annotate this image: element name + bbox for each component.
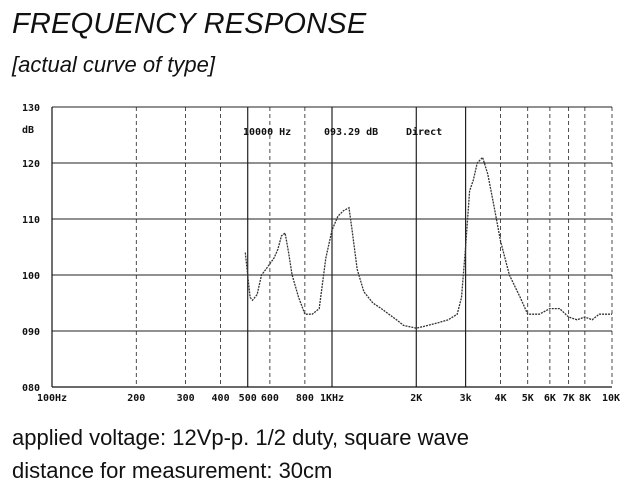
x-tick-label: 4K [495,393,507,404]
readout-frequency: 10000 Hz [243,127,291,138]
voltage-note: applied voltage: 12Vp-p. 1/2 duty, squar… [12,425,470,450]
response-curve [244,156,612,329]
readout-level: 093.29 dB [324,127,378,138]
x-tick-labels: 100Hz 200 300 400 500 600 800 1KHz 2K 3k 4K 5K 6K 7K 8… [37,393,620,404]
x-tick-label: 10K [602,393,620,404]
frequency-response-chart: 100Hz 200 300 400 500 600 800 1KHz 2K 3k 4K 5K 6K 7K 8… [22,103,620,404]
grid-lines [51,106,613,388]
readout-mode: Direct [406,126,442,138]
x-tick-label: 200 [127,393,145,404]
x-tick-label: 1KHz [320,393,344,404]
readout: 10000 Hz 093.29 dB Direct [243,126,442,138]
y-tick-label: 130 [22,103,40,114]
x-tick-label: 5K [522,393,534,404]
y-tick-label: 100 [22,271,40,282]
x-tick-label: 400 [212,393,230,404]
y-tick-label: 080 [22,383,40,394]
page-subtitle: [actual curve of type] [12,52,215,77]
series-line [244,156,612,329]
x-tick-label: 8K [579,393,591,404]
x-tick-label: 6K [544,393,556,404]
x-tick-label: 3k [460,393,472,404]
page-title: FREQUENCY RESPONSE [12,8,367,40]
x-tick-label: 500 [239,393,257,404]
y-tick-label: 120 [22,159,40,170]
x-tick-label: 300 [177,393,195,404]
y-tick-label: 090 [22,327,40,338]
x-tick-label: 800 [296,393,314,404]
distance-note: distance for measurement: 30cm [12,458,333,483]
y-axis-label: dB [22,125,34,136]
x-tick-label: 600 [261,393,279,404]
y-tick-label: 110 [22,215,40,226]
x-tick-label: 2K [410,393,422,404]
y-tick-labels: 130 120 110 100 090 080 [22,103,40,394]
x-tick-label: 100Hz [37,393,67,404]
x-tick-label: 7K [563,393,575,404]
